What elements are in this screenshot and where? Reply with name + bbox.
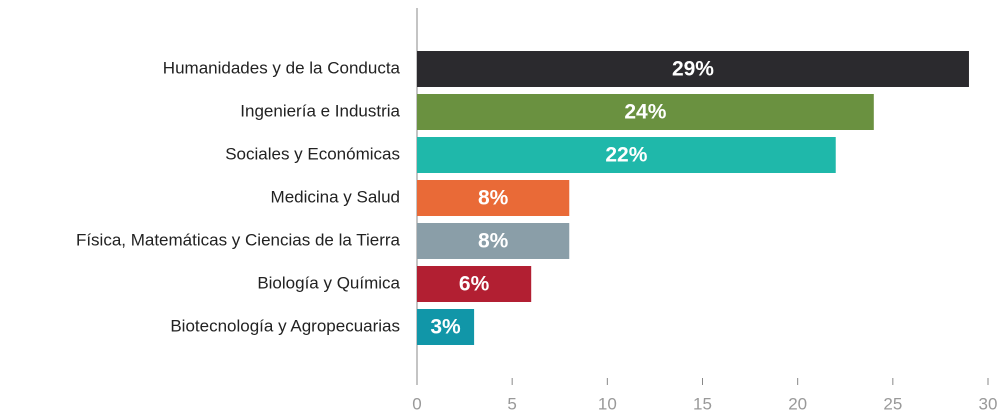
- category-label: Física, Matemáticas y Ciencias de la Tie…: [76, 230, 401, 249]
- x-tick-label: 15: [693, 394, 712, 413]
- x-tick-label: 5: [507, 394, 516, 413]
- x-tick-label: 10: [598, 394, 617, 413]
- value-label: 8%: [478, 230, 509, 253]
- x-tick-label: 25: [883, 394, 902, 413]
- x-tick-label: 30: [979, 394, 998, 413]
- category-label: Sociales y Económicas: [225, 144, 400, 163]
- value-label: 22%: [605, 144, 647, 167]
- category-label: Biotecnología y Agropecuarias: [170, 316, 400, 335]
- value-label: 3%: [430, 316, 461, 339]
- x-tick-label: 0: [412, 394, 421, 413]
- x-tick-label: 20: [788, 394, 807, 413]
- bar: [417, 180, 570, 216]
- bar: [417, 51, 969, 87]
- category-label: Humanidades y de la Conducta: [163, 58, 401, 77]
- category-label: Medicina y Salud: [271, 187, 400, 206]
- bar: [417, 94, 874, 130]
- category-label: Ingeniería e Industria: [240, 101, 400, 120]
- bar: [417, 137, 836, 173]
- bar: [417, 223, 570, 259]
- category-label: Biología y Química: [257, 273, 400, 292]
- value-label: 6%: [459, 273, 490, 296]
- bar: [417, 266, 532, 302]
- value-label: 8%: [478, 187, 509, 210]
- bar: [417, 309, 475, 345]
- value-label: 24%: [624, 101, 666, 124]
- value-label: 29%: [672, 58, 714, 81]
